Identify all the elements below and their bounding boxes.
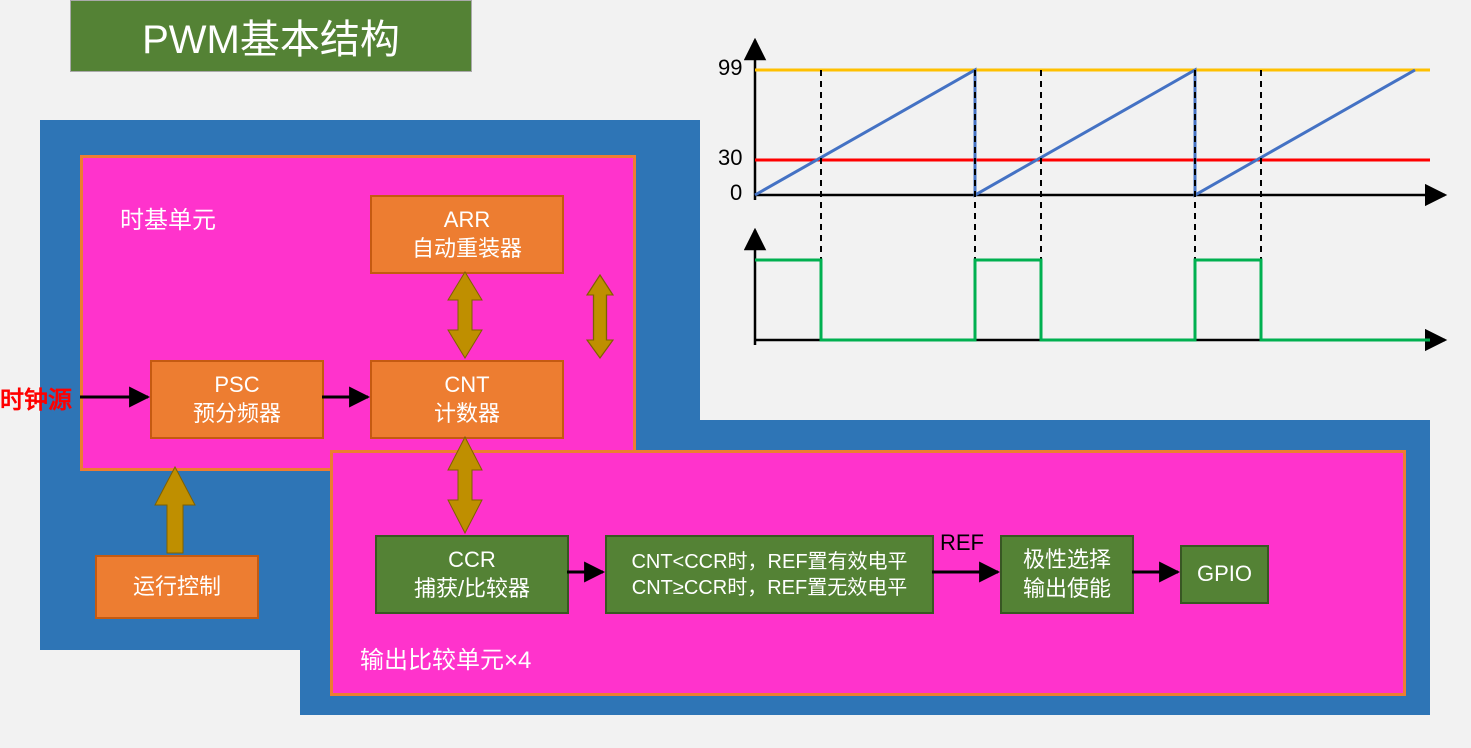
- saw-wave: [755, 70, 1415, 195]
- bidir-arrow-arr-cnt: [448, 272, 613, 358]
- bidir-arrow-cnt-ccr: [448, 437, 482, 533]
- uparrow-runctrl-psc: [155, 467, 195, 553]
- svg-overlay: [0, 0, 1471, 748]
- pwm-wave: [755, 260, 1430, 340]
